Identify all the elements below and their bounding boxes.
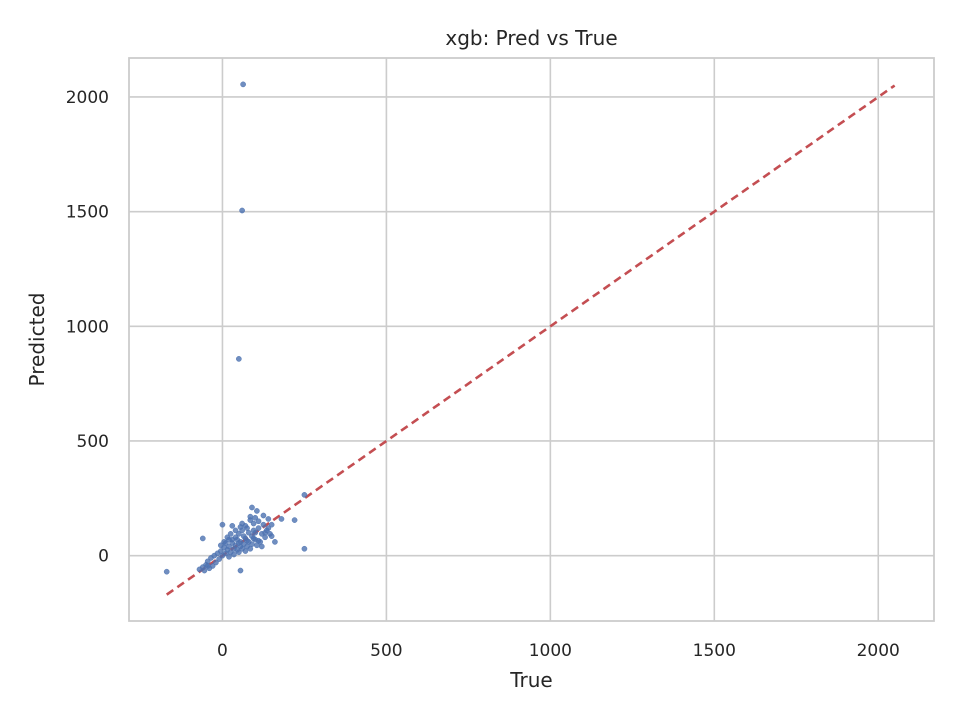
data-point	[255, 525, 262, 531]
y-axis-title: Predicted	[25, 293, 49, 387]
x-tick-label: 1500	[693, 641, 736, 661]
data-point	[258, 543, 265, 550]
data-point	[226, 553, 232, 560]
y-tick-label: 1500	[66, 203, 109, 223]
x-tick-label: 1000	[529, 641, 572, 661]
data-point	[235, 540, 242, 546]
y-tick-label: 2000	[66, 88, 109, 108]
x-tick-label: 2000	[857, 641, 900, 661]
data-point	[291, 517, 298, 523]
data-point	[247, 545, 254, 552]
x-tick-label: 500	[370, 641, 402, 661]
data-point	[239, 520, 245, 527]
data-point	[237, 567, 244, 574]
data-point	[250, 527, 257, 534]
data-point	[242, 548, 249, 554]
plot-frame	[128, 57, 935, 622]
data-point	[216, 556, 223, 562]
data-point	[268, 521, 275, 528]
data-point	[265, 516, 272, 522]
data-point	[278, 516, 285, 522]
data-point	[204, 563, 211, 569]
y-tick-label: 0	[98, 547, 109, 567]
data-point	[221, 539, 227, 545]
data-point	[235, 356, 242, 362]
data-point	[217, 542, 224, 549]
x-tick-label: 0	[217, 641, 228, 661]
data-point	[219, 521, 226, 528]
data-point	[249, 504, 255, 511]
data-point	[255, 518, 262, 525]
data-point	[301, 545, 308, 552]
data-point	[232, 527, 239, 534]
data-point	[250, 520, 257, 527]
x-tick-labels: 0 500 1000 1500 2000	[217, 641, 900, 661]
data-point	[227, 531, 234, 537]
data-point	[208, 555, 214, 561]
reference-line	[165, 84, 896, 596]
data-point	[213, 559, 219, 566]
data-point	[196, 566, 203, 573]
data-point	[231, 551, 237, 558]
data-point	[252, 514, 259, 521]
data-point	[229, 522, 236, 529]
data-point	[199, 535, 206, 542]
data-point	[245, 529, 252, 536]
data-point	[235, 531, 242, 537]
data-point	[250, 535, 257, 542]
chart-title: xgb: Pred vs True	[445, 26, 617, 50]
data-point	[219, 552, 226, 559]
data-point	[201, 567, 208, 574]
data-point	[254, 508, 260, 514]
data-point	[224, 534, 231, 541]
data-point	[301, 492, 308, 498]
data-point	[163, 568, 170, 575]
y-tick-label: 1000	[66, 317, 109, 337]
data-point	[239, 207, 245, 214]
data-point	[244, 537, 250, 544]
grid-layer	[129, 58, 934, 621]
data-point	[267, 531, 273, 537]
x-axis-title: True	[509, 668, 552, 692]
data-point	[272, 539, 278, 545]
data-point	[229, 536, 236, 543]
data-point	[260, 521, 267, 528]
data-point	[263, 527, 270, 534]
data-point	[235, 549, 242, 556]
data-point	[260, 512, 267, 519]
points-layer	[163, 81, 308, 575]
y-tick-labels: 0 500 1000 1500 2000	[66, 88, 109, 567]
data-point	[247, 513, 254, 520]
y-tick-label: 500	[77, 432, 109, 452]
data-point	[240, 81, 246, 88]
